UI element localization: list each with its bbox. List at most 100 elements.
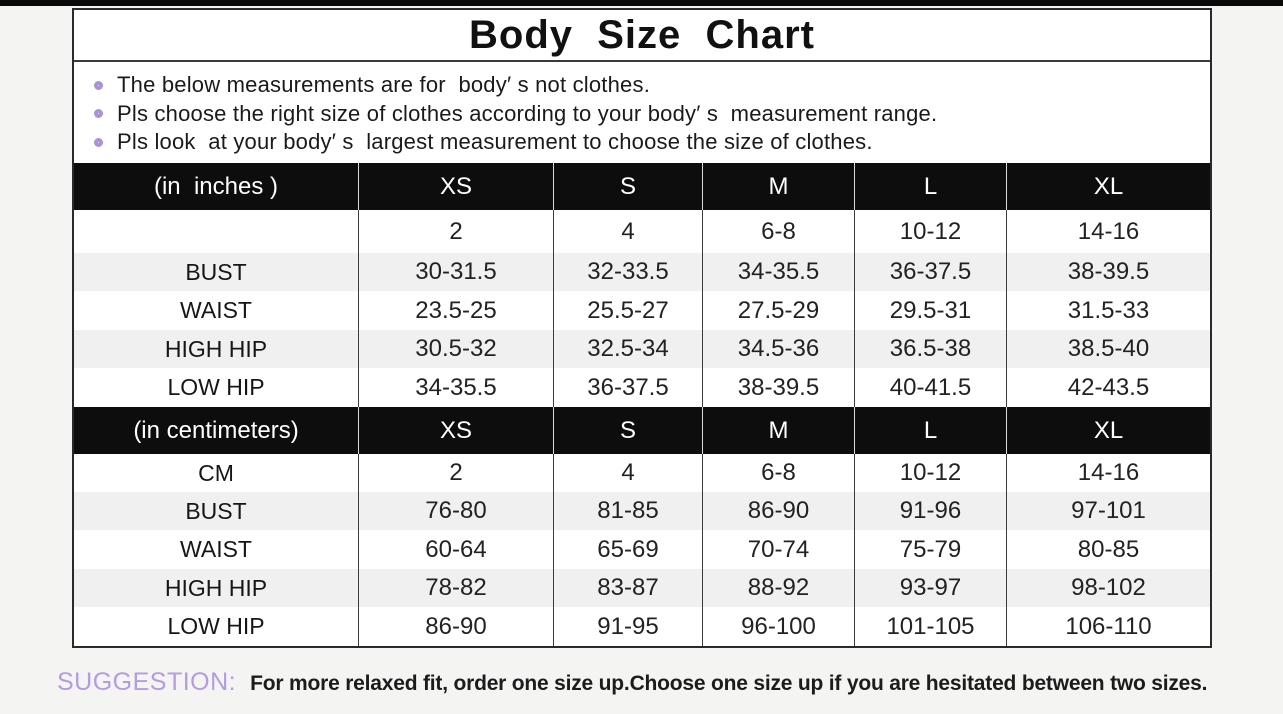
size-value-cell: 86-90	[702, 492, 854, 530]
table-row: 2 4 6-8 10-12 14-16	[74, 210, 1210, 253]
size-value-cell: 36-37.5	[854, 253, 1006, 291]
size-header-cell: XS	[358, 407, 553, 454]
size-value-cell: 96-100	[702, 607, 854, 646]
bullet-ring-icon	[94, 109, 103, 118]
suggestion-line: SUGGESTION: For more relaxed fit, order …	[57, 668, 1267, 697]
size-header-cell: S	[553, 407, 702, 454]
size-value-cell: 31.5-33	[1006, 291, 1210, 330]
suggestion-label: SUGGESTION:	[57, 668, 237, 696]
size-value-cell: 10-12	[854, 454, 1006, 492]
unit-label-cell: (in inches )	[153, 172, 279, 200]
size-value-cell: 40-41.5	[854, 368, 1006, 407]
size-value-cell: 80-85	[1006, 530, 1210, 569]
size-value-cell: 29.5-31	[854, 291, 1006, 330]
size-value-cell: 2	[358, 210, 553, 253]
size-table: (in inches ) XS S M L XL 2 4 6-8 10-12 14-16 BUST 30…	[74, 163, 1210, 646]
size-header-cell: XL	[1006, 407, 1210, 454]
table-row: HIGH HIP 78-82 83-87 88-92 93-97 98-102	[74, 569, 1210, 607]
suggestion-text: For more relaxed fit, order one size up.…	[250, 672, 1208, 695]
size-header-row: (in centimeters) XS S M L XL	[74, 407, 1210, 454]
size-header-cell: M	[702, 407, 854, 454]
size-value-cell: 25.5-27	[553, 291, 702, 330]
measurement-label-cell	[74, 210, 358, 253]
measurement-label-cell: LOW HIP	[167, 374, 265, 400]
measurement-label-cell: CM	[198, 459, 234, 486]
size-value-cell: 30-31.5	[358, 253, 553, 291]
notes-list: The below measurements are for body′ s n…	[74, 62, 1210, 163]
size-header-cell: M	[702, 163, 854, 210]
top-border-strip	[0, 0, 1283, 6]
size-value-cell: 70-74	[702, 530, 854, 569]
table-row: BUST 30-31.5 32-33.5 34-35.5 36-37.5 38-39.5	[74, 253, 1210, 291]
size-value-cell: 10-12	[854, 210, 1006, 253]
table-row: HIGH HIP 30.5-32 32.5-34 34.5-36 36.5-38 38.5…	[74, 330, 1210, 368]
note-text: Pls look at your body′ s largest measure…	[117, 129, 873, 154]
size-value-cell: 42-43.5	[1006, 368, 1210, 407]
size-value-cell: 38-39.5	[702, 368, 854, 407]
size-value-cell: 98-102	[1006, 569, 1210, 607]
size-value-cell: 91-96	[854, 492, 1006, 530]
table-row: WAIST 60-64 65-69 70-74 75-79 80-85	[74, 530, 1210, 569]
size-value-cell: 83-87	[553, 569, 702, 607]
size-value-cell: 97-101	[1006, 492, 1210, 530]
size-value-cell: 38.5-40	[1006, 330, 1210, 368]
size-value-cell: 14-16	[1006, 210, 1210, 253]
note-item: Pls choose the right size of clothes acc…	[90, 101, 1200, 127]
measurement-label-cell: HIGH HIP	[164, 335, 268, 362]
note-text: The below measurements are for body′ s n…	[117, 72, 651, 97]
note-text: Pls choose the right size of clothes acc…	[117, 100, 938, 126]
size-header-row: (in inches ) XS S M L XL	[74, 163, 1210, 210]
size-value-cell: 106-110	[1006, 607, 1210, 646]
table-row: WAIST 23.5-25 25.5-27 27.5-29 29.5-31 31.5-33	[74, 291, 1210, 330]
measurement-label-cell: BUST	[185, 258, 247, 285]
measurement-label-cell: WAIST	[180, 297, 252, 323]
size-value-cell: 101-105	[854, 607, 1006, 646]
size-header-cell: L	[854, 163, 1006, 210]
size-value-cell: 91-95	[553, 607, 702, 646]
unit-label-cell: (in centimeters)	[133, 416, 299, 444]
size-header-cell: S	[553, 163, 702, 210]
size-header-cell: XL	[1006, 163, 1210, 210]
size-chart-card: Body Size Chart The below measurements a…	[72, 8, 1212, 648]
size-header-cell: XS	[358, 163, 553, 210]
size-value-cell: 38-39.5	[1006, 253, 1210, 291]
table-row: BUST 76-80 81-85 86-90 91-96 97-101	[74, 492, 1210, 530]
size-value-cell: 34-35.5	[358, 368, 553, 407]
size-value-cell: 34-35.5	[702, 253, 854, 291]
note-item: The below measurements are for body′ s n…	[90, 72, 1200, 98]
size-value-cell: 34.5-36	[702, 330, 854, 368]
size-value-cell: 14-16	[1006, 454, 1210, 492]
size-value-cell: 27.5-29	[702, 291, 854, 330]
size-value-cell: 60-64	[358, 530, 553, 569]
size-value-cell: 81-85	[553, 492, 702, 530]
size-value-cell: 4	[553, 210, 702, 253]
size-value-cell: 65-69	[553, 530, 702, 569]
size-value-cell: 88-92	[702, 569, 854, 607]
size-value-cell: 4	[553, 454, 702, 492]
size-value-cell: 6-8	[702, 210, 854, 253]
measurement-label-cell: LOW HIP	[167, 613, 265, 639]
size-value-cell: 6-8	[702, 454, 854, 492]
note-item: Pls look at your body′ s largest measure…	[90, 129, 1200, 155]
size-value-cell: 36-37.5	[553, 368, 702, 407]
measurement-label-cell: HIGH HIP	[164, 574, 268, 601]
size-value-cell: 23.5-25	[358, 291, 553, 330]
table-row: LOW HIP 34-35.5 36-37.5 38-39.5 40-41.5 42-43…	[74, 368, 1210, 407]
size-value-cell: 76-80	[358, 492, 553, 530]
size-value-cell: 75-79	[854, 530, 1006, 569]
measurement-label-cell: BUST	[185, 497, 247, 524]
table-row: CM 2 4 6-8 10-12 14-16	[74, 454, 1210, 492]
page-title: Body Size Chart	[74, 10, 1210, 62]
size-value-cell: 36.5-38	[854, 330, 1006, 368]
size-header-cell: L	[854, 407, 1006, 454]
size-value-cell: 86-90	[358, 607, 553, 646]
size-value-cell: 30.5-32	[358, 330, 553, 368]
size-value-cell: 93-97	[854, 569, 1006, 607]
size-value-cell: 78-82	[358, 569, 553, 607]
size-value-cell: 2	[358, 454, 553, 492]
bullet-ring-icon	[94, 137, 103, 147]
size-value-cell: 32.5-34	[553, 330, 702, 368]
size-value-cell: 32-33.5	[553, 253, 702, 291]
table-row: LOW HIP 86-90 91-95 96-100 101-105 106-110	[74, 607, 1210, 646]
